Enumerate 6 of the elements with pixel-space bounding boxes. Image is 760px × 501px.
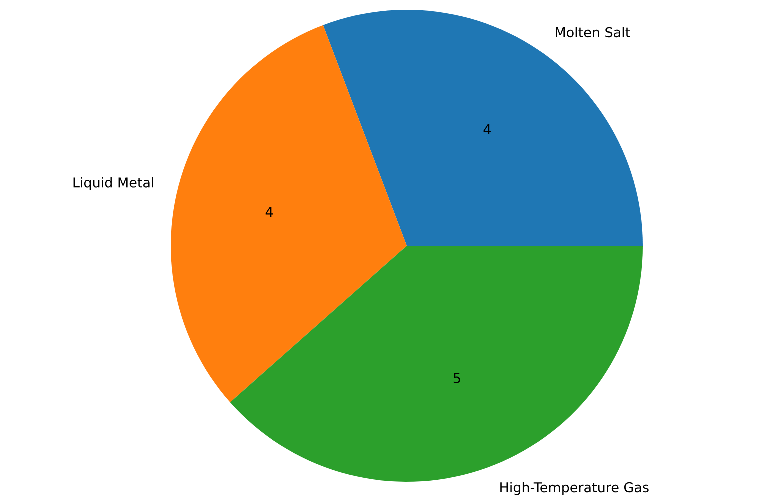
slice-label: High-Temperature Gas	[500, 482, 649, 496]
slice-label: Liquid Metal	[74, 177, 154, 190]
slice-label: Molten Salt	[556, 27, 630, 38]
data-label: 5	[454, 373, 460, 384]
data-label: 4	[266, 207, 274, 218]
data-label: 4	[484, 124, 491, 134]
